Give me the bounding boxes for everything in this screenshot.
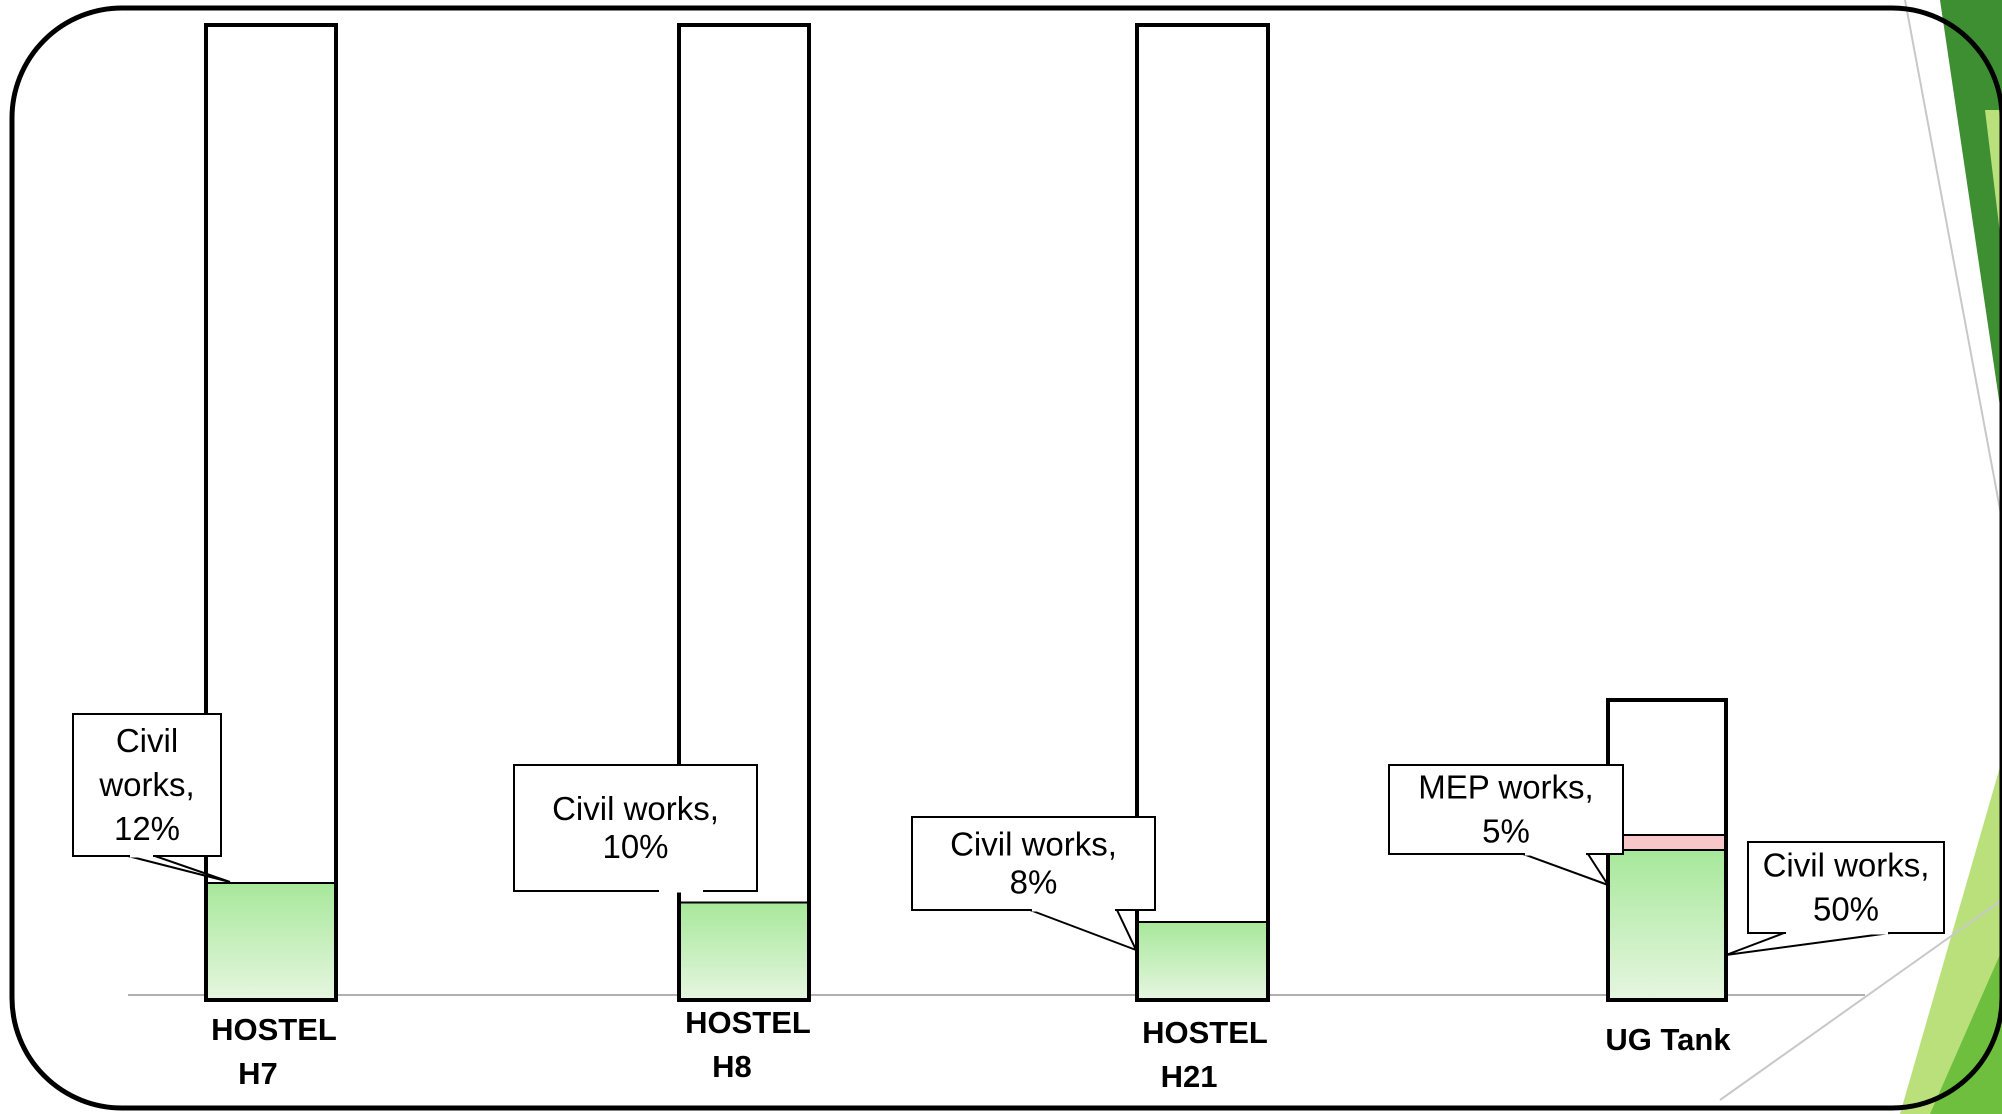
bar-outline-hostel-h7 <box>204 23 338 1002</box>
bar-civil-works-ug-tank <box>1607 849 1727 1001</box>
green-triangle-top <box>1940 0 2002 420</box>
bar-civil-works-hostel-h21 <box>1136 921 1269 1001</box>
data-label-text: Civil works, 8% <box>950 826 1117 901</box>
category-label-hostel-h21: HOSTEL H21 <box>1142 1015 1268 1094</box>
decor-thin-line-bottom <box>1719 899 2002 1101</box>
data-label-line: works, <box>98 766 194 803</box>
data-label-civil-works-hostel-h21: Civil works, 8% <box>911 816 1156 952</box>
bar-group-hostel-h7 <box>204 23 338 1002</box>
data-label-mep-works-ug-tank: MEP works, 5% <box>1388 764 1624 887</box>
callout-box <box>1747 841 1945 934</box>
category-label-line: H21 <box>1161 1059 1218 1094</box>
data-label-text: Civil works, 12% <box>98 722 194 847</box>
category-label-line: H7 <box>238 1056 278 1091</box>
green-triangle-mid <box>1985 110 2002 250</box>
data-label-line: Civil works, <box>950 826 1117 863</box>
data-label-line: MEP works, <box>1418 769 1593 806</box>
category-label-line: HOSTEL <box>685 1005 811 1040</box>
category-label-line: H8 <box>712 1049 752 1084</box>
callout-pointer <box>127 855 231 883</box>
data-label-line: 8% <box>1010 864 1058 901</box>
callout-box <box>72 713 222 857</box>
decor-thin-line-top <box>1904 0 2002 521</box>
data-label-line: Civil works, <box>552 790 719 827</box>
content-frame <box>9 5 2002 1111</box>
callout-box <box>911 816 1156 911</box>
data-label-civil-works-hostel-h7: Civil works, 12% <box>72 713 231 883</box>
data-label-text: Civil works, 10% <box>552 790 719 865</box>
bar-group-hostel-h8 <box>677 23 811 1002</box>
category-label-ug-tank: UG Tank <box>1605 1022 1731 1057</box>
bar-mep-works-ug-tank <box>1607 834 1727 851</box>
bar-outline-hostel-h21 <box>1135 23 1270 1002</box>
bar-civil-works-hostel-h7 <box>205 882 337 1001</box>
category-label-hostel-h8: HOSTEL H8 <box>685 1005 811 1084</box>
category-label-hostel-h7: HOSTEL H7 <box>211 1012 337 1091</box>
bar-civil-works-hostel-h8 <box>678 901 810 1001</box>
category-label-line: HOSTEL <box>211 1012 337 1047</box>
data-label-line: 5% <box>1482 813 1530 850</box>
data-label-text: Civil works, 50% <box>1763 847 1930 928</box>
category-label-line: HOSTEL <box>1142 1015 1268 1050</box>
category-labels-layer: HOSTEL H7 HOSTEL H8 HOSTEL H21 UG Tank <box>211 1005 1731 1094</box>
callout-box <box>1388 764 1624 855</box>
slide-decoration <box>1719 0 2002 1114</box>
data-label-line: 12% <box>114 810 180 847</box>
callout-pointer <box>1725 932 1891 956</box>
bar-outline-hostel-h8 <box>677 23 811 1002</box>
callout-pointer <box>1522 853 1611 887</box>
bars-layer <box>204 23 1728 1002</box>
bar-group-ug-tank <box>1606 698 1728 1002</box>
data-label-civil-works-ug-tank: Civil works, 50% <box>1725 841 1945 956</box>
callout-box <box>513 764 758 892</box>
data-label-text: MEP works, 5% <box>1418 769 1593 850</box>
green-triangle-bottom-accent <box>1930 950 2002 1114</box>
data-labels-layer: Civil works, 12%Civil works, 10% Civil works… <box>72 713 1945 956</box>
callout-pointer <box>1029 909 1138 952</box>
data-label-civil-works-hostel-h8: Civil works, 10% <box>513 764 758 893</box>
bar-group-hostel-h21 <box>1135 23 1270 1002</box>
data-label-line: 10% <box>602 828 668 865</box>
category-label-line: UG Tank <box>1605 1022 1731 1057</box>
data-label-line: Civil works, <box>1763 847 1930 884</box>
data-label-line: Civil <box>116 722 178 759</box>
data-label-line: 50% <box>1813 891 1879 928</box>
